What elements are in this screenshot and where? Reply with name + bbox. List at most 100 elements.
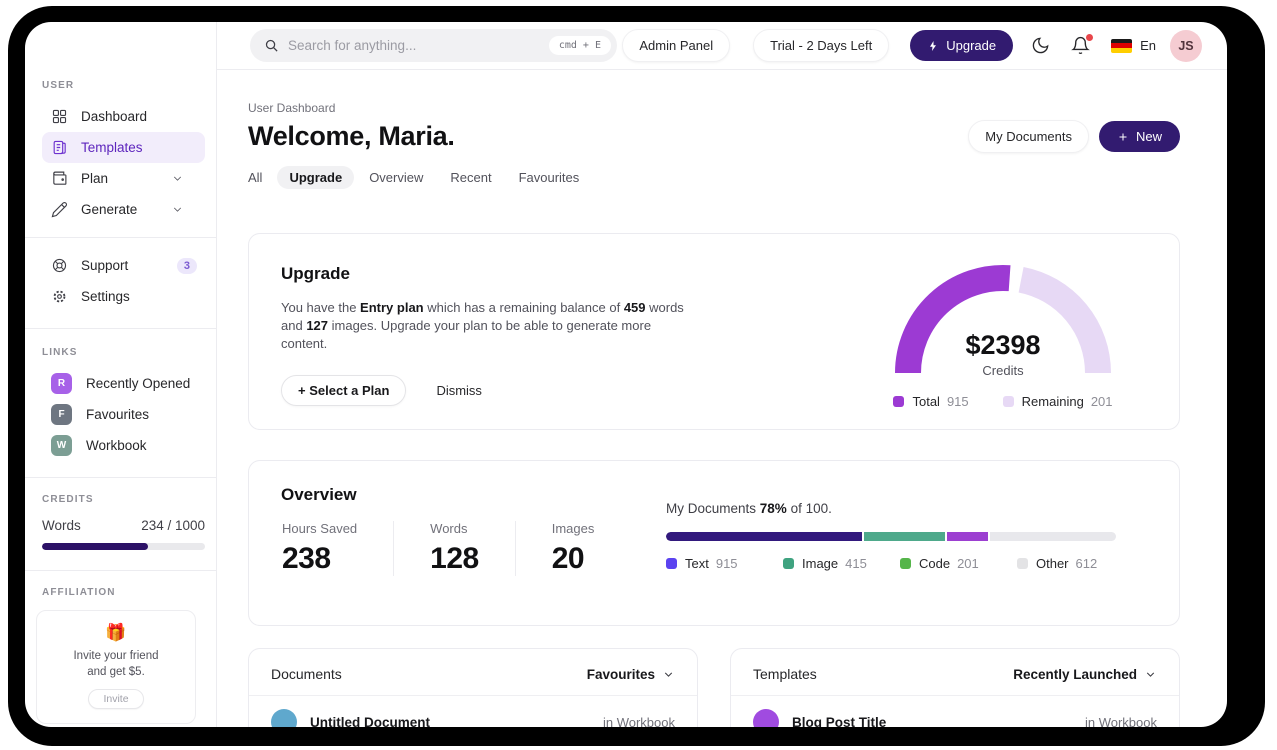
bar-segment-text xyxy=(666,532,864,541)
tab-overview[interactable]: Overview xyxy=(369,170,424,185)
documents-stacked-bar xyxy=(666,532,1116,541)
notification-dot xyxy=(1086,33,1094,41)
sidebar-item-support[interactable]: Support 3 xyxy=(42,250,205,281)
admin-panel-button[interactable]: Admin Panel xyxy=(622,29,731,62)
gauge-value: $2398 xyxy=(965,330,1040,360)
document-location: in Workbook xyxy=(602,714,675,728)
main-area: cmd + E Admin Panel Trial - 2 Days Left … xyxy=(217,22,1227,727)
documents-filter-dropdown[interactable]: Favourites xyxy=(587,667,675,682)
sidebar: USER Dashboard Templates Plan Gener xyxy=(25,22,217,727)
sidebar-divider xyxy=(25,237,216,238)
plus-icon xyxy=(1119,133,1127,140)
stat-hours-saved: Hours Saved 238 xyxy=(282,521,395,576)
templates-filter-dropdown[interactable]: Recently Launched xyxy=(1013,667,1157,682)
sidebar-item-label: Plan xyxy=(81,171,109,186)
template-list-item[interactable]: Blog Post Title in Workbook xyxy=(731,696,1179,727)
credits-value: 234 / 1000 xyxy=(141,518,205,533)
dismiss-button[interactable]: Dismiss xyxy=(436,382,482,398)
tab-upgrade[interactable]: Upgrade xyxy=(277,166,355,189)
sidebar-item-generate[interactable]: Generate xyxy=(42,194,205,225)
sidebar-item-label: Templates xyxy=(81,140,143,155)
sidebar-item-templates[interactable]: Templates xyxy=(42,132,205,163)
chevron-down-icon xyxy=(173,176,182,181)
gift-icon: 🎁 xyxy=(105,623,127,642)
legend-swatch xyxy=(1017,558,1028,569)
new-button[interactable]: New xyxy=(1098,121,1180,152)
templates-card-title: Templates xyxy=(753,666,817,682)
invite-card: 🎁 Invite your friend and get $5. Invite xyxy=(36,610,196,725)
moon-icon xyxy=(1032,37,1049,53)
sidebar-divider xyxy=(25,328,216,329)
bell-icon xyxy=(1071,36,1090,54)
link-initial-badge: F xyxy=(51,404,72,425)
template-avatar xyxy=(753,709,779,727)
support-badge: 3 xyxy=(176,257,197,274)
trial-badge[interactable]: Trial - 2 Days Left xyxy=(753,29,890,62)
sidebar-divider xyxy=(25,570,216,571)
app-window: USER Dashboard Templates Plan Gener xyxy=(25,22,1227,727)
credits-progress-fill xyxy=(42,543,148,550)
sidebar-link-favourites[interactable]: F Favourites xyxy=(42,399,205,430)
sidebar-item-plan[interactable]: Plan xyxy=(42,163,205,194)
topbar: cmd + E Admin Panel Trial - 2 Days Left … xyxy=(217,22,1227,70)
my-documents-button[interactable]: My Documents xyxy=(968,120,1089,153)
templates-card: Templates Recently Launched Blog Post Ti… xyxy=(730,648,1180,727)
legend-swatch xyxy=(900,558,911,569)
gear-icon xyxy=(53,290,66,303)
notifications-button[interactable] xyxy=(1071,33,1094,56)
gauge-arcs: $2398 Credits xyxy=(895,264,1111,378)
template-title: Blog Post Title xyxy=(792,714,887,728)
credits-progress-bar xyxy=(42,543,205,550)
tab-all[interactable]: All xyxy=(248,170,263,185)
sidebar-item-label: Settings xyxy=(81,289,130,304)
language-label[interactable]: En xyxy=(1140,38,1156,53)
sidebar-section-links: LINKS xyxy=(42,347,78,358)
breadcrumb: User Dashboard xyxy=(248,101,336,115)
link-label: Recently Opened xyxy=(86,376,191,391)
overview-stats: Hours Saved 238 Words 128 Images 20 xyxy=(282,521,666,576)
legend-swatch xyxy=(666,558,677,569)
user-avatar[interactable]: JS xyxy=(1170,29,1202,62)
chevron-down-icon xyxy=(664,671,673,677)
gauge-label: Credits xyxy=(982,363,1024,378)
overview-card: Overview Hours Saved 238 Words 128 Image… xyxy=(248,460,1180,626)
stacked-bar-legend: Text 915 Image 415 Code 201 xyxy=(666,556,1116,571)
sidebar-item-settings[interactable]: Settings xyxy=(42,281,205,312)
search-bar[interactable]: cmd + E xyxy=(250,29,617,62)
tab-favourites[interactable]: Favourites xyxy=(518,170,580,185)
documents-progress-text: My Documents 78% of 100. xyxy=(666,501,832,516)
legend-item-text: Text 915 xyxy=(666,556,783,571)
page-title: Welcome, Maria. xyxy=(248,121,455,151)
sidebar-link-workbook[interactable]: W Workbook xyxy=(42,430,205,461)
dark-mode-toggle[interactable] xyxy=(1031,36,1051,56)
legend-item-remaining: Remaining 201 xyxy=(1002,394,1113,409)
language-flag-germany[interactable] xyxy=(1111,38,1133,53)
legend-swatch xyxy=(783,558,794,569)
bar-segment-image xyxy=(864,532,948,541)
sidebar-item-label: Support xyxy=(81,258,129,273)
upgrade-button[interactable]: Upgrade xyxy=(910,30,1014,61)
grid-icon xyxy=(52,109,67,124)
documents-card: Documents Favourites Untitled Document i… xyxy=(248,648,698,727)
sidebar-item-dashboard[interactable]: Dashboard xyxy=(42,101,205,132)
sidebar-divider xyxy=(25,477,216,478)
legend-item-code: Code 201 xyxy=(900,556,1017,571)
templates-icon xyxy=(53,140,66,155)
sidebar-link-recently-opened[interactable]: R Recently Opened xyxy=(42,368,205,399)
link-label: Workbook xyxy=(86,438,147,453)
wallet-icon xyxy=(53,171,67,185)
invite-button[interactable]: Invite xyxy=(88,689,144,710)
link-initial-badge: R xyxy=(51,373,72,394)
upgrade-card-title: Upgrade xyxy=(281,264,350,283)
link-label: Favourites xyxy=(86,407,150,422)
sidebar-item-label: Dashboard xyxy=(81,109,148,124)
document-list-item[interactable]: Untitled Document in Workbook xyxy=(249,696,697,727)
invite-text-line1: Invite your friend xyxy=(73,650,159,662)
legend-swatch xyxy=(1002,396,1014,407)
pencil-icon xyxy=(51,202,67,218)
select-plan-button[interactable]: + Select a Plan xyxy=(281,374,407,406)
tab-recent[interactable]: Recent xyxy=(450,170,492,185)
legend-item-other: Other 612 xyxy=(1017,556,1097,571)
search-input[interactable] xyxy=(288,38,549,53)
document-avatar xyxy=(271,709,297,727)
